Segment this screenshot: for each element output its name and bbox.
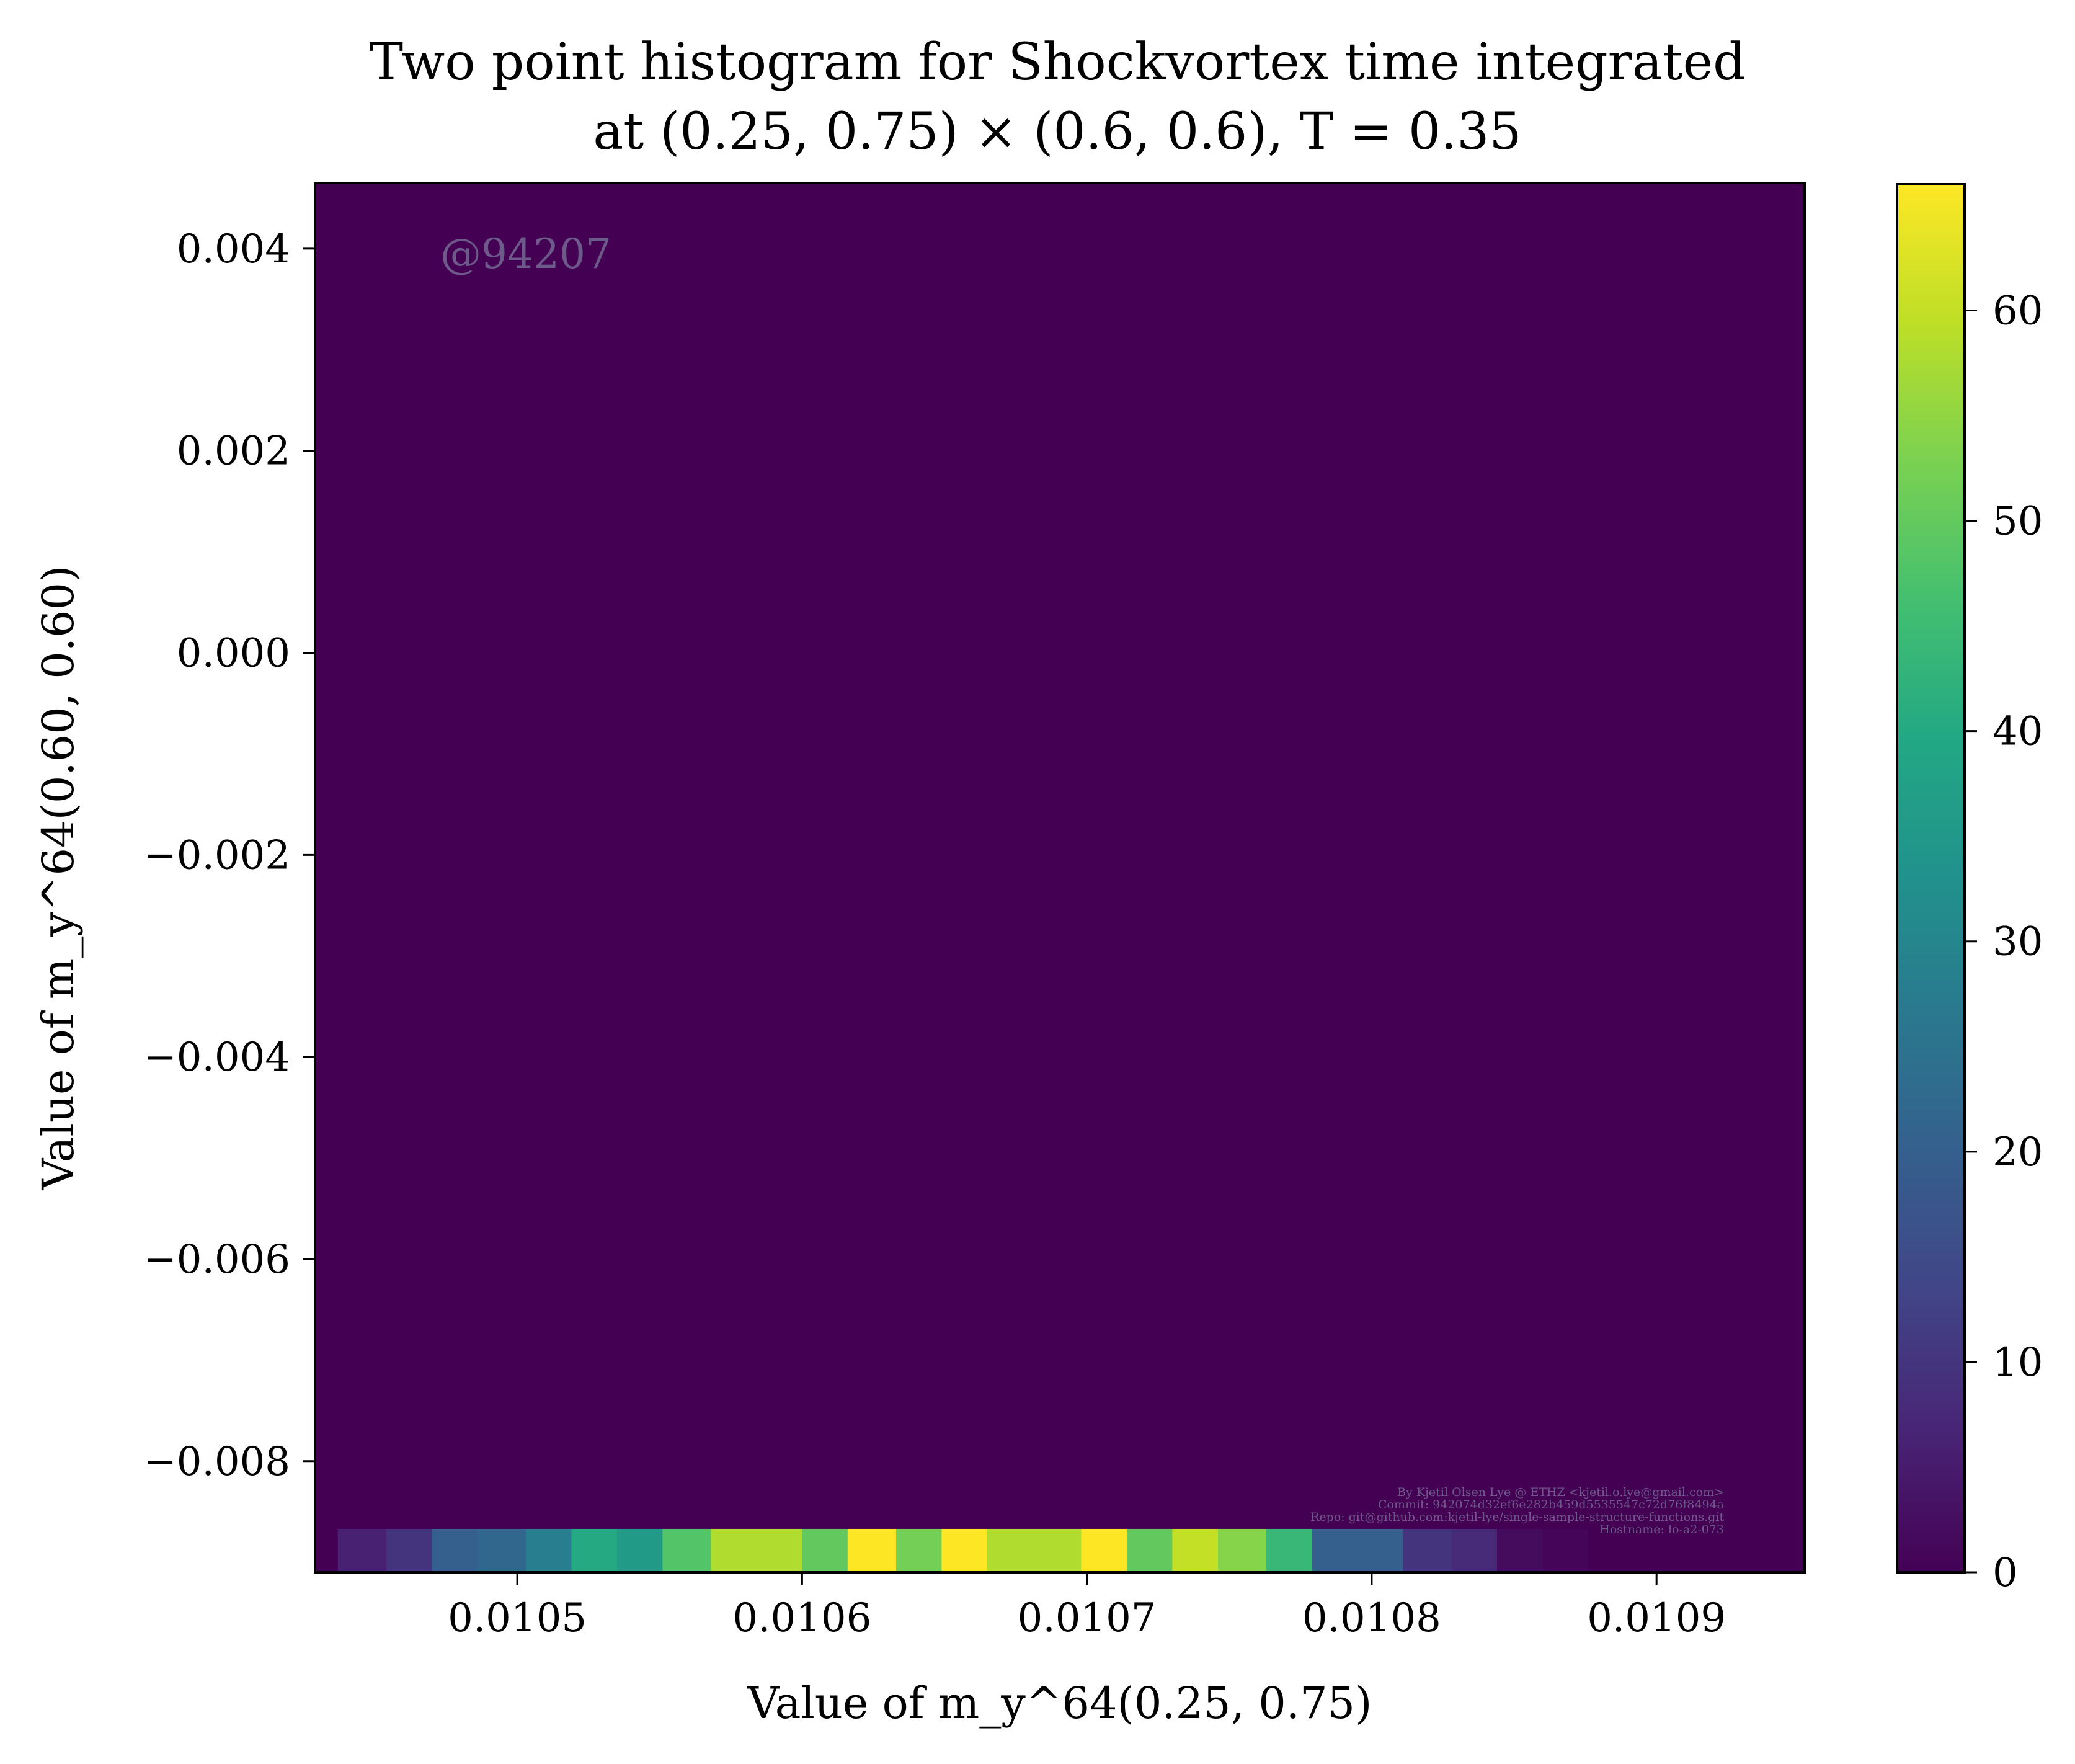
watermark-label: @94207 — [440, 230, 611, 278]
histogram-bin — [711, 1528, 757, 1572]
histogram-bin — [477, 1528, 527, 1572]
histogram-bin — [432, 1528, 478, 1572]
credits-block: By Kjetil Olsen Lye @ ETHZ <kjetil.o.lye… — [1310, 1486, 1724, 1536]
y-axis-label: Value of m_y^64(0.60, 0.60) — [33, 566, 84, 1191]
histogram-bins — [337, 1528, 1728, 1572]
histogram-bin — [987, 1528, 1033, 1572]
histogram-bin — [616, 1528, 663, 1572]
histogram-bin — [895, 1528, 942, 1572]
histogram-bin — [386, 1528, 432, 1572]
histogram-bin — [1081, 1528, 1127, 1572]
colorbar-tick-label: 20 — [1993, 1129, 2043, 1175]
y-tick-label: −0.004 — [143, 1035, 290, 1080]
credits-line: Commit: 942074d32ef6e282b459d5535547c72d… — [1378, 1498, 1724, 1512]
y-tick-label: −0.002 — [143, 832, 290, 878]
histogram-bin — [1312, 1528, 1358, 1572]
histogram-bin — [1542, 1528, 1589, 1572]
colorbar-tick-label: 30 — [1993, 919, 2043, 965]
colorbar-gradient — [1897, 184, 1965, 1572]
histogram-bin — [1682, 1528, 1728, 1572]
histogram-bin — [1126, 1528, 1173, 1572]
histogram-bin — [941, 1528, 988, 1572]
histogram-bin — [1451, 1528, 1498, 1572]
colorbar-tick-label: 0 — [1993, 1550, 2018, 1596]
x-tick-label: 0.0106 — [732, 1595, 871, 1641]
heatmap-background — [315, 183, 1805, 1572]
credits-line: Repo: git@github.com:kjetil-lye/single-s… — [1310, 1510, 1724, 1524]
credits-line: Hostname: lo-a2-073 — [1599, 1523, 1724, 1536]
x-tick-label: 0.0105 — [448, 1595, 587, 1641]
colorbar-tick-label: 50 — [1993, 499, 2043, 545]
histogram-bin — [1266, 1528, 1313, 1572]
colorbar-tick-label: 40 — [1993, 709, 2043, 755]
histogram-bin — [1033, 1528, 1082, 1572]
colorbar-ticks: 0 10 20 30 40 50 60 — [1965, 288, 2043, 1596]
y-axis: 0.004 0.002 0.000 −0.002 −0.004 −0.006 −0.008 — [143, 226, 315, 1485]
colorbar: 0 10 20 30 40 50 60 — [1896, 183, 2043, 1596]
histogram-bin — [1172, 1528, 1219, 1572]
chart-title: Two point histogram for Shockvortex time… — [369, 33, 1745, 92]
colorbar-tick-label: 60 — [1993, 288, 2043, 334]
histogram-bin — [337, 1528, 387, 1572]
histogram-bin — [571, 1528, 618, 1572]
histogram-bin — [1588, 1528, 1637, 1572]
x-axis-label: Value of m_y^64(0.25, 0.75) — [747, 1678, 1372, 1729]
histogram-bin — [847, 1528, 897, 1572]
y-tick-label: −0.006 — [143, 1237, 290, 1283]
colorbar-tick-label: 10 — [1993, 1340, 2043, 1386]
y-tick-label: 0.002 — [177, 429, 290, 474]
plot-frame — [314, 182, 1806, 1574]
histogram-bin — [662, 1528, 711, 1572]
y-tick-label: 0.004 — [177, 226, 290, 272]
y-tick-label: 0.000 — [177, 631, 290, 677]
histogram-bin — [1217, 1528, 1267, 1572]
histogram-bin — [1637, 1528, 1683, 1572]
credits-line: By Kjetil Olsen Lye @ ETHZ <kjetil.o.lye… — [1397, 1486, 1724, 1499]
histogram-bin — [802, 1528, 848, 1572]
x-tick-label: 0.0108 — [1302, 1595, 1441, 1641]
x-tick-label: 0.0109 — [1587, 1595, 1726, 1641]
histogram-bin — [756, 1528, 802, 1572]
y-tick-label: −0.008 — [143, 1439, 290, 1485]
histogram-bin — [525, 1528, 572, 1572]
x-axis: 0.0105 0.0106 0.0107 0.0108 0.0109 — [448, 1572, 1726, 1641]
histogram-bin — [1357, 1528, 1404, 1572]
histogram-bin — [1496, 1528, 1544, 1572]
histogram-bin — [1403, 1528, 1452, 1572]
x-tick-label: 0.0107 — [1018, 1595, 1157, 1641]
plot-area: @94207 By Kjetil Olsen Lye @ ETHZ <kjeti… — [314, 182, 1806, 1574]
colorbar-frame — [1896, 183, 1966, 1574]
chart-subtitle: at (0.25, 0.75) × (0.6, 0.6), T = 0.35 — [593, 102, 1521, 161]
